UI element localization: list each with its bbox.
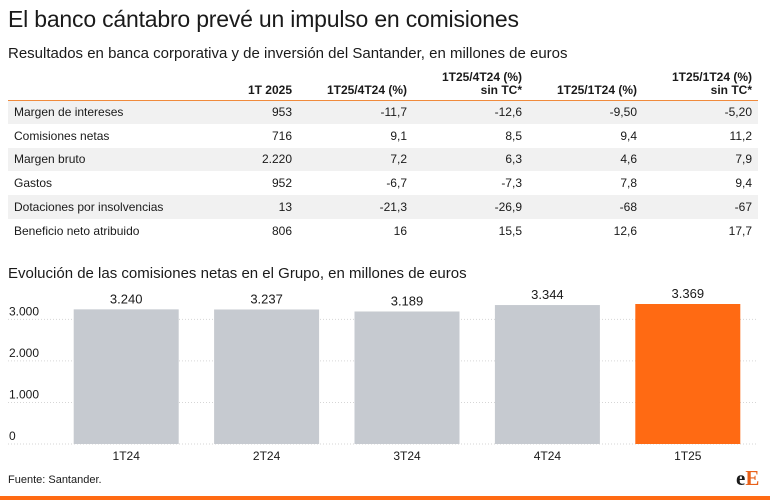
- x-tick-label: 4T24: [534, 449, 562, 463]
- bar: [73, 309, 179, 444]
- table-cell: 716: [271, 128, 292, 143]
- table-cell: 17,7: [728, 223, 752, 238]
- table-cell: -7,3: [501, 176, 522, 191]
- row-label: Margen bruto: [8, 147, 238, 172]
- column-header: [8, 70, 238, 101]
- table-cell: 6,3: [413, 147, 528, 172]
- y-tick-label: 2.000: [9, 346, 39, 360]
- table-cell: -5,20: [643, 100, 758, 124]
- column-header: 1T 2025: [238, 70, 298, 101]
- source-note: Fuente: Santander.: [8, 474, 102, 486]
- table-cell: -26,9: [413, 195, 528, 219]
- row-label: Dotaciones por insolvencias: [8, 195, 238, 219]
- bar: [494, 305, 600, 444]
- table-cell: 15,5: [498, 223, 522, 238]
- table-body: Margen de intereses 953 -11,7 -12,6 -9,50 -5,…: [8, 100, 758, 243]
- row-label: Beneficio neto atribuido: [14, 223, 140, 238]
- x-tick-label: 1T25: [674, 449, 702, 463]
- bar: [354, 311, 460, 444]
- table-cell: -11,7: [298, 100, 413, 124]
- logo-letter-e: e: [736, 466, 746, 490]
- bar: [635, 304, 741, 444]
- table-cell: 16: [393, 223, 407, 238]
- x-tick-label: 1T24: [113, 449, 141, 463]
- data-label: 3.237: [250, 291, 283, 306]
- table-cell: 806: [271, 223, 292, 238]
- column-header: 1T25/1T24 (%) sin TC*: [643, 70, 758, 101]
- y-tick-label: 3.000: [9, 304, 39, 318]
- table-row: Beneficio neto atribuido 806 16 15,5 12,6 17,…: [8, 219, 758, 243]
- y-tick-label: 1.000: [9, 387, 39, 401]
- table-row: Dotaciones por insolvencias 13 -21,3 -26,9-…: [8, 195, 758, 219]
- x-tick-label: 2T24: [253, 449, 281, 463]
- page-title: El banco cántabro prevé un impulso en co…: [8, 6, 519, 32]
- data-label: 3.344: [531, 287, 564, 302]
- x-tick-label: 3T24: [393, 449, 421, 463]
- y-tick-label: 0: [9, 429, 16, 443]
- table-cell: 12,6: [613, 223, 637, 238]
- row-label: Margen de intereses: [8, 100, 238, 124]
- table-cell: 4,6: [528, 147, 643, 172]
- publisher-logo: eE: [736, 466, 759, 491]
- column-header: 1T25/4T24 (%): [298, 70, 413, 101]
- table-cell: -9,50: [528, 100, 643, 124]
- results-table: 1T 2025 1T25/4T24 (%) 1T25/4T24 (%) sin TC*…: [8, 70, 758, 243]
- data-label: 3.189: [391, 293, 424, 308]
- table-cell: 9,1: [390, 128, 407, 143]
- data-label: 3.369: [672, 286, 705, 301]
- table-cell: -67: [643, 195, 758, 219]
- table-cell: 9,4: [620, 128, 637, 143]
- row-label: Gastos: [14, 176, 53, 191]
- table-row: Comisiones netas 716 9,1 8,5 9,4 11,2: [8, 124, 758, 148]
- table-cell: 11,2: [729, 128, 752, 143]
- table-row: Margen de intereses 953 -11,7 -12,6 -9,50 -5,…: [8, 100, 758, 124]
- bottom-accent-rule: [0, 496, 770, 500]
- table-cell: -6,7: [386, 176, 407, 191]
- table-cell: 7,8: [620, 176, 637, 191]
- table-cell: -12,6: [413, 100, 528, 124]
- chart-title: Evolución de las comisiones netas en el …: [8, 265, 467, 282]
- table-cell: -68: [528, 195, 643, 219]
- table-header-row: 1T 2025 1T25/4T24 (%) 1T25/4T24 (%) sin TC*…: [8, 70, 758, 101]
- table-cell: 953: [238, 100, 298, 124]
- column-header: 1T25/4T24 (%) sin TC*: [413, 70, 528, 101]
- row-label: Comisiones netas: [14, 128, 110, 143]
- table-cell: 7,9: [643, 147, 758, 172]
- table-cell: 7,2: [298, 147, 413, 172]
- table-cell: 8,5: [505, 128, 522, 143]
- table-row: Margen bruto 2.220 7,2 6,3 4,6 7,9: [8, 147, 758, 172]
- bar: [214, 309, 320, 444]
- table-row: Gastos 952 -6,7 -7,3 7,8 9,4: [8, 171, 758, 195]
- table-cell: -21,3: [298, 195, 413, 219]
- table-subtitle: Resultados en banca corporativa y de inv…: [8, 45, 568, 62]
- table-cell: 9,4: [735, 176, 752, 191]
- table-cell: 2.220: [238, 147, 298, 172]
- data-label: 3.240: [110, 291, 143, 306]
- table-cell: 952: [271, 176, 292, 191]
- table-cell: 13: [238, 195, 298, 219]
- logo-letter-E: E: [745, 466, 760, 490]
- bar-chart: 0 1.000 2.000 3.000 3.240 1T24 3.237 2T24 3.189 3…: [8, 286, 758, 463]
- column-header: 1T25/1T24 (%): [528, 70, 643, 101]
